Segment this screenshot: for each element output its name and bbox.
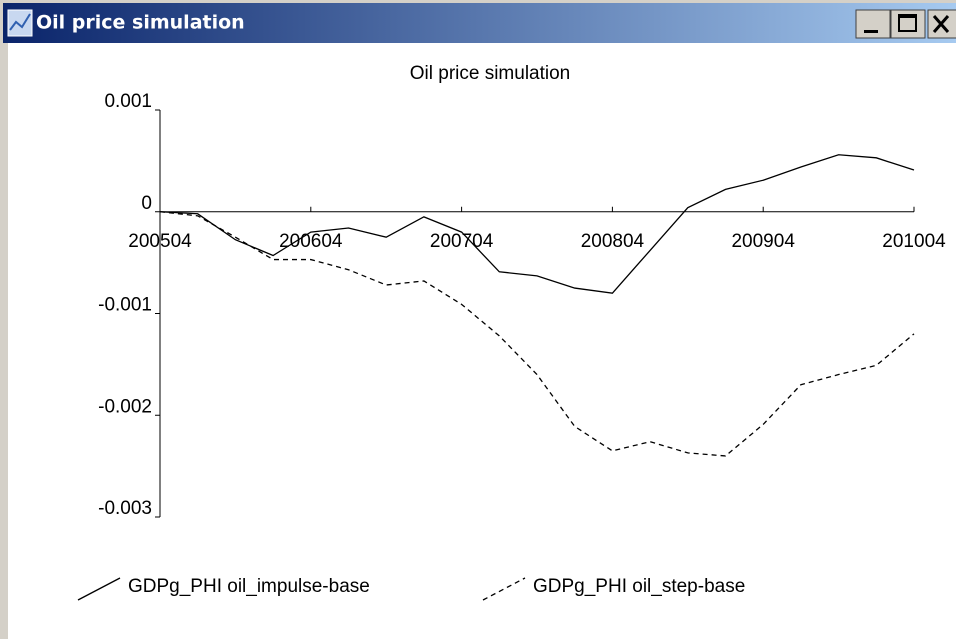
legend-label: GDPg_PHI oil_step-base	[533, 576, 745, 597]
x-tick-label: 200704	[430, 231, 494, 252]
y-tick-label: -0.003	[98, 498, 152, 519]
title-bar	[3, 3, 956, 43]
y-tick-label: -0.001	[98, 295, 152, 316]
window-icon-glyph	[9, 13, 31, 31]
close-button[interactable]	[927, 9, 956, 39]
x-tick-label: 200804	[581, 231, 645, 252]
client-area	[8, 43, 956, 639]
window-title: Oil price simulation	[36, 12, 245, 34]
y-tick-label: 0.001	[104, 91, 152, 112]
y-tick-label: -0.002	[98, 396, 152, 417]
x-tick-label: 200504	[128, 231, 192, 252]
x-tick-label: 200904	[731, 231, 795, 252]
legend-swatch	[482, 577, 526, 601]
legend-swatch	[77, 577, 121, 601]
chart-title: Oil price simulation	[410, 63, 571, 84]
x-tick-label: 201004	[882, 231, 946, 252]
series-line	[159, 154, 915, 294]
maximize-button[interactable]	[890, 9, 926, 39]
legend-label: GDPg_PHI oil_impulse-base	[128, 576, 370, 597]
series-line	[159, 211, 915, 457]
y-tick-label: 0	[141, 193, 152, 214]
x-tick-label: 200604	[279, 231, 343, 252]
window-icon	[7, 9, 33, 37]
minimize-button[interactable]	[855, 9, 891, 39]
